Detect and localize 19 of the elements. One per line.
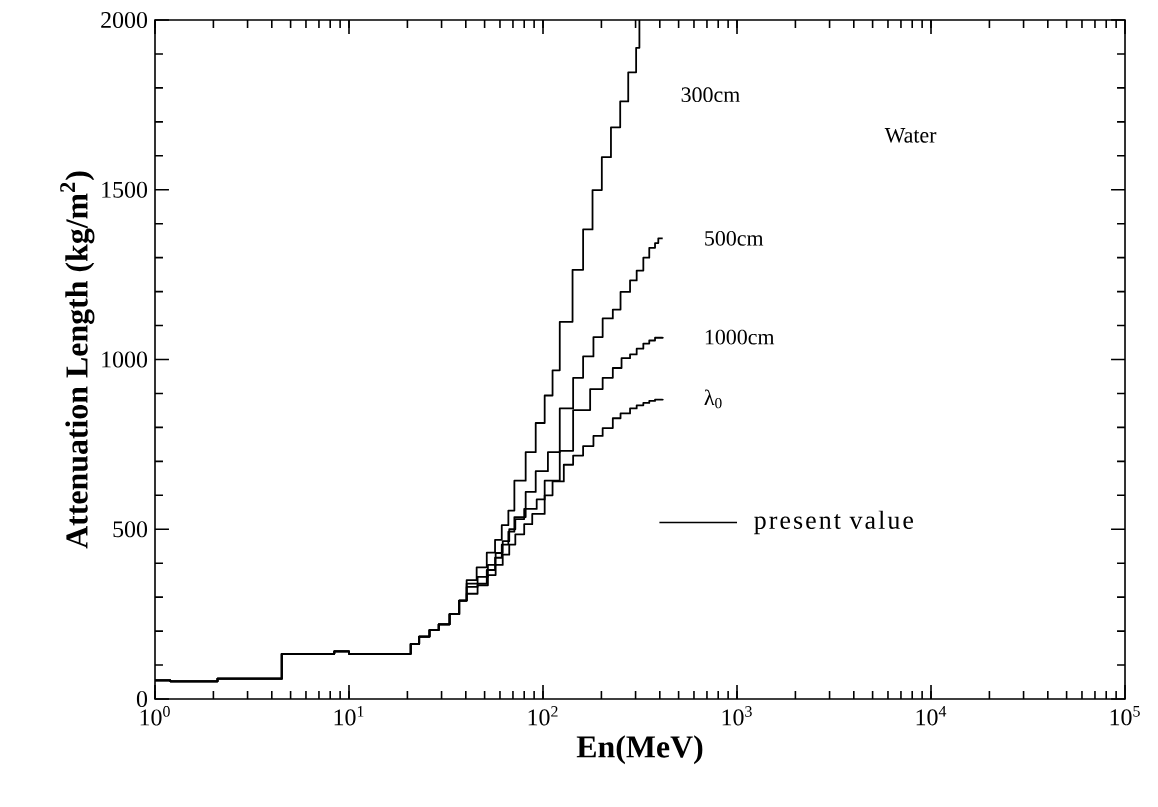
series-label: λ$_{0}$ bbox=[704, 389, 722, 409]
y-axis-title: Attenuation Length (kg/m$^{2}$) bbox=[60, 171, 95, 549]
y-tick-label: 500 bbox=[113, 521, 148, 538]
x-tick-label: 10$^{5}$ bbox=[1110, 706, 1140, 726]
x-tick-label: 10$^{2}$ bbox=[528, 706, 558, 726]
x-axis-title: En(MeV) bbox=[576, 735, 703, 765]
y-tick-label: 0 bbox=[136, 690, 148, 708]
series-label: 500cm bbox=[705, 230, 764, 246]
text: 300cm bbox=[681, 87, 740, 103]
annotation: present value bbox=[754, 510, 914, 535]
x-tick-label: 10$^{4}$ bbox=[916, 706, 947, 726]
y-tick-label: 1000 bbox=[102, 351, 148, 368]
y-tick-label: 1500 bbox=[102, 181, 148, 198]
x-tick-label: 10$^{0}$ bbox=[140, 706, 170, 726]
series-label: 1000cm bbox=[705, 329, 775, 345]
x-tick-label: 10$^{3}$ bbox=[722, 706, 752, 726]
x-tick-label: 10$^{1}$ bbox=[334, 706, 364, 726]
y-tick-label: 2000 bbox=[101, 11, 148, 29]
annotation: Water bbox=[884, 128, 937, 143]
